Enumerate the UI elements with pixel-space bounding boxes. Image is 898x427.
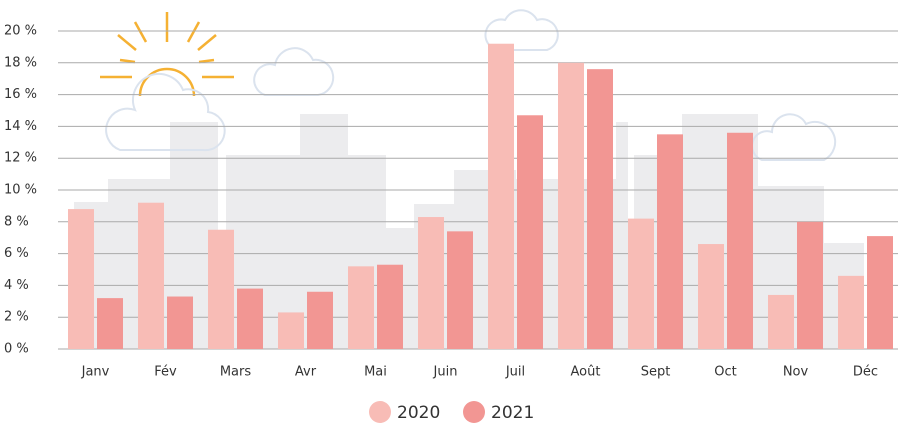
- bar: [517, 115, 543, 349]
- bar: [727, 133, 753, 349]
- x-tick-label: Sept: [641, 365, 671, 380]
- y-tick-label: 20 %: [4, 24, 37, 39]
- sun: [100, 12, 234, 96]
- bar: [768, 295, 794, 349]
- chart: 0 % 2 % 4 % 6 % 8 % 10 % 12 % 14 % 16 % 18 % 20 % J…: [0, 0, 898, 423]
- bar: [307, 292, 333, 349]
- bar: [698, 244, 724, 349]
- bar: [237, 289, 263, 349]
- bar: [418, 217, 444, 349]
- bar: [278, 312, 304, 349]
- x-tick-label: Avr: [295, 365, 317, 380]
- x-tick-label: Août: [571, 365, 601, 380]
- x-tick-label: Déc: [853, 365, 878, 380]
- x-tick-label: Oct: [714, 365, 736, 380]
- x-tick-label: Nov: [783, 365, 809, 380]
- y-tick-label: 0 %: [4, 342, 29, 357]
- bar: [447, 231, 473, 349]
- bar: [488, 44, 514, 349]
- bar: [867, 236, 893, 349]
- bar: [797, 222, 823, 349]
- legend-swatch: [463, 401, 485, 423]
- bar: [377, 265, 403, 349]
- legend-label: 2021: [491, 403, 534, 423]
- x-tick-label: Juin: [433, 365, 458, 380]
- x-tick-label: Mai: [364, 365, 387, 380]
- legend-swatch: [369, 401, 391, 423]
- bar: [558, 63, 584, 349]
- y-tick-label: 18 %: [4, 55, 37, 70]
- legend-label: 2020: [397, 403, 440, 423]
- y-tick-label: 2 %: [4, 310, 29, 325]
- bar: [657, 134, 683, 349]
- y-tick-label: 6 %: [4, 246, 29, 261]
- x-tick-label: Janv: [81, 365, 110, 380]
- bar: [838, 276, 864, 349]
- bar: [208, 230, 234, 349]
- y-tick-label: 14 %: [4, 119, 37, 134]
- bar: [167, 297, 193, 349]
- y-tick-label: 4 %: [4, 278, 29, 293]
- bar: [138, 203, 164, 349]
- bar: [348, 266, 374, 349]
- x-tick-label: Mars: [220, 365, 252, 380]
- bar: [628, 219, 654, 349]
- bar: [587, 69, 613, 349]
- y-tick-label: 12 %: [4, 151, 37, 166]
- y-tick-label: 16 %: [4, 87, 37, 102]
- x-tick-label: Fév: [154, 365, 177, 380]
- y-tick-label: 8 %: [4, 214, 29, 229]
- x-tick-label: Juil: [505, 365, 525, 380]
- y-tick-label: 10 %: [4, 183, 37, 198]
- bar: [97, 298, 123, 349]
- legend: 2020 2021: [369, 401, 534, 423]
- bar: [68, 209, 94, 349]
